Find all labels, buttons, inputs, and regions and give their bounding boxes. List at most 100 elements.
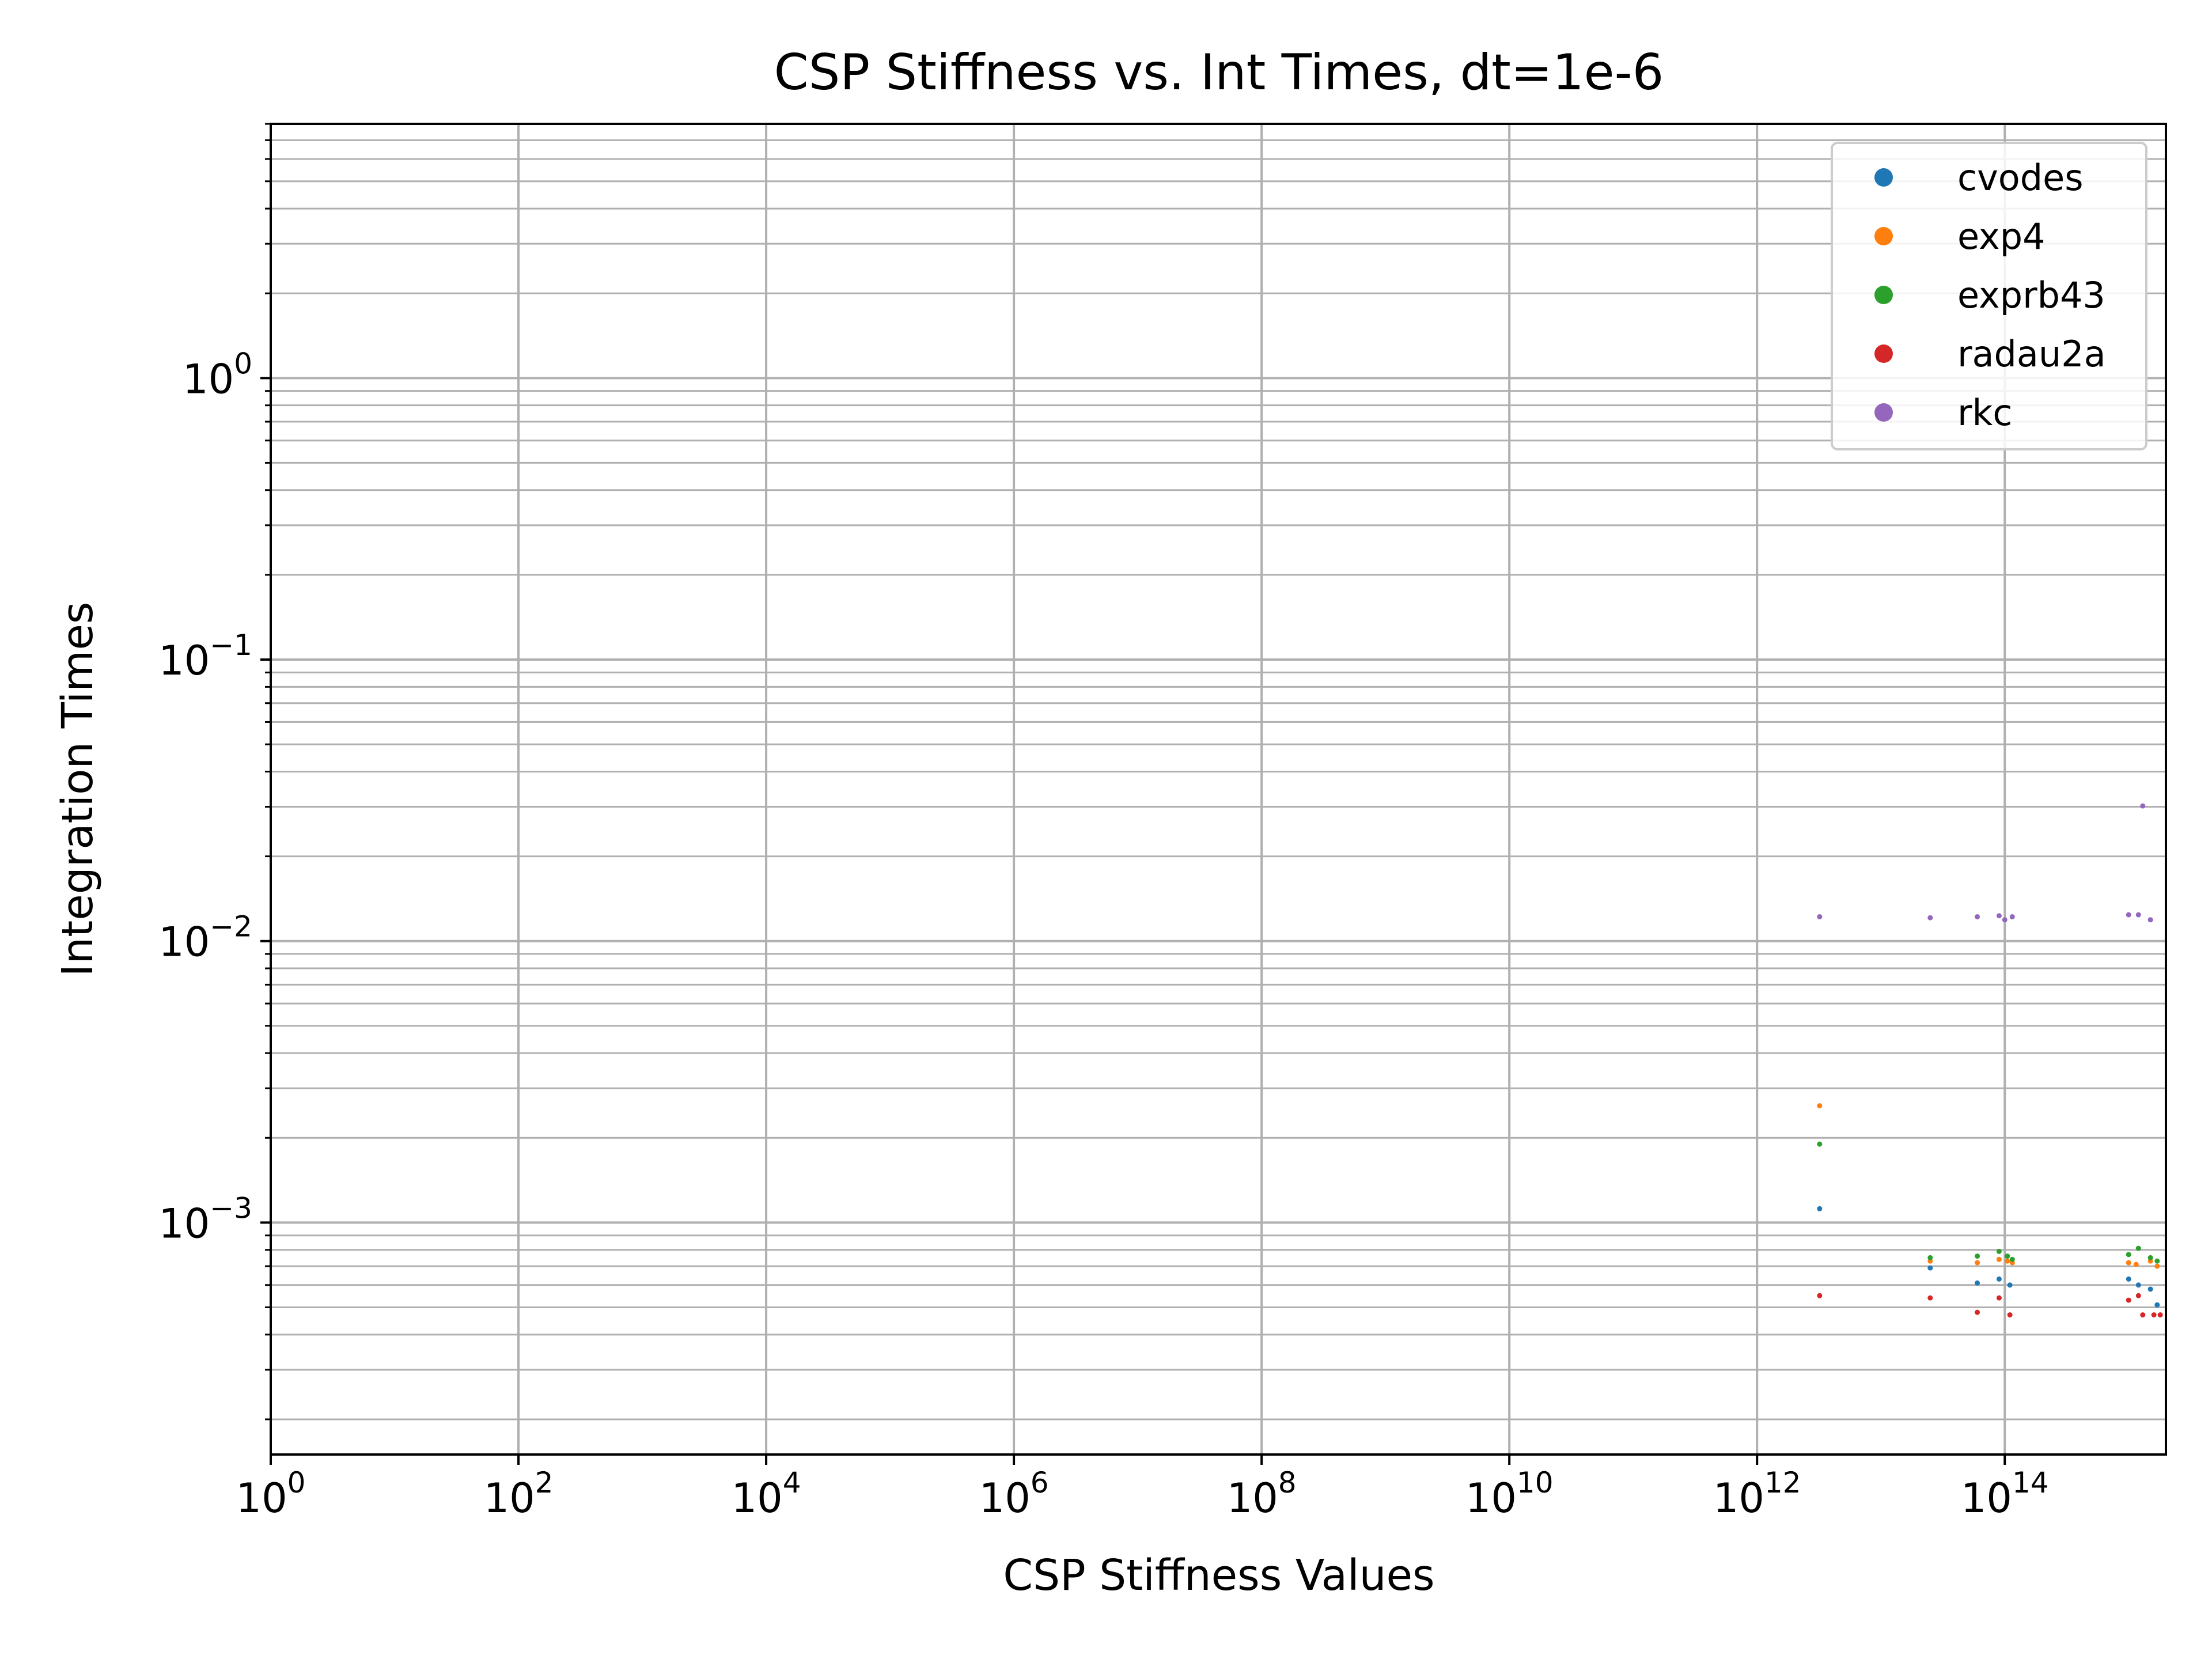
data-point-exprb43 [2009, 1256, 2015, 1262]
data-point-cvodes [2126, 1276, 2131, 1282]
y-tick-label-base: 10 [158, 637, 210, 684]
legend-marker-rkc [1874, 403, 1893, 422]
x-tick-label-exponent: 4 [783, 1466, 801, 1499]
series-rkc [1817, 803, 2153, 923]
data-point-rkc [2002, 917, 2008, 923]
data-point-radau2a [2140, 1312, 2146, 1318]
legend-marker-exprb43 [1874, 286, 1893, 304]
x-tick-label-base: 10 [1227, 1475, 1278, 1522]
x-tick-label-base: 10 [1465, 1475, 1517, 1522]
legend-label-exprb43: exprb43 [1957, 274, 2105, 316]
y-tick-label-exponent: −1 [210, 628, 252, 662]
legend-label-rkc: rkc [1957, 392, 2012, 434]
x-tick-label-exponent: 10 [1517, 1466, 1554, 1499]
data-point-exprb43 [1996, 1248, 2002, 1254]
legend: cvodes exp4 exprb43 radau2a rkc [1831, 142, 2147, 450]
x-tick-label: 100 [236, 1466, 306, 1522]
x-tick-label-exponent: 8 [1278, 1466, 1297, 1499]
data-point-exprb43 [1817, 1141, 1823, 1147]
x-axis-label: CSP Stiffness Values [1003, 1551, 1434, 1600]
data-point-radau2a [1975, 1309, 1980, 1315]
x-tick-label: 106 [979, 1466, 1049, 1522]
data-point-radau2a [1927, 1295, 1933, 1301]
y-tick-label-exponent: −3 [210, 1191, 252, 1225]
legend-marker-cvodes [1874, 168, 1893, 187]
x-tick-label-base: 10 [236, 1475, 287, 1522]
legend-entries: cvodes exp4 exprb43 radau2a rkc [1874, 157, 2106, 434]
data-points [1817, 803, 2163, 1318]
data-point-rkc [1927, 915, 1933, 921]
series-radau2a [1817, 1293, 2163, 1318]
series-exprb43 [1817, 1141, 2160, 1264]
legend-label-radau2a: radau2a [1957, 333, 2106, 375]
x-tick-label-base: 10 [732, 1475, 783, 1522]
legend-marker-exp4 [1874, 227, 1893, 245]
y-tick-label-exponent: 0 [234, 347, 252, 380]
x-tick-label-exponent: 2 [535, 1466, 554, 1499]
axis-ticks [260, 123, 2006, 1465]
data-point-rkc [2140, 803, 2146, 809]
data-point-rkc [1817, 914, 1823, 919]
legend-label-cvodes: cvodes [1957, 157, 2084, 199]
x-tick-label-exponent: 12 [1764, 1466, 1801, 1499]
data-point-exprb43 [1927, 1255, 1933, 1260]
x-tick-label-base: 10 [1961, 1475, 2012, 1522]
x-tick-label-exponent: 14 [2012, 1466, 2049, 1499]
data-point-exp4 [1996, 1256, 2002, 1262]
data-point-exp4 [2005, 1258, 2010, 1264]
data-point-radau2a [1996, 1295, 2002, 1301]
data-point-exprb43 [2135, 1245, 2141, 1251]
data-point-cvodes [1996, 1276, 2002, 1282]
data-point-exprb43 [2154, 1258, 2160, 1264]
x-tick-label: 102 [484, 1466, 554, 1522]
data-point-rkc [2147, 917, 2153, 923]
x-tick-label-base: 10 [1713, 1475, 1764, 1522]
legend-label-exp4: exp4 [1957, 215, 2046, 257]
data-point-radau2a [2151, 1312, 2157, 1318]
data-point-cvodes [2135, 1282, 2141, 1288]
data-point-radau2a [2126, 1297, 2131, 1303]
data-point-exprb43 [1975, 1253, 1980, 1259]
data-point-radau2a [2157, 1312, 2163, 1318]
data-point-exp4 [1975, 1260, 1980, 1266]
x-tick-label-base: 10 [979, 1475, 1031, 1522]
data-point-exprb43 [2147, 1255, 2153, 1260]
data-point-exp4 [2133, 1262, 2139, 1267]
data-point-exprb43 [2126, 1252, 2131, 1257]
data-point-cvodes [2007, 1282, 2013, 1288]
y-tick-label-base: 10 [158, 919, 210, 966]
data-point-radau2a [2007, 1312, 2013, 1318]
x-tick-label-exponent: 0 [287, 1466, 306, 1499]
x-tick-label: 1014 [1961, 1466, 2049, 1522]
data-point-rkc [2126, 912, 2131, 918]
y-tick-label-base: 10 [183, 355, 234, 403]
legend-box [1831, 142, 2147, 450]
x-tick-label-exponent: 6 [1031, 1466, 1049, 1499]
y-tick-label-base: 10 [158, 1200, 210, 1247]
plot-frame [270, 123, 2167, 1456]
data-point-rkc [1975, 914, 1980, 919]
series-cvodes [1817, 1206, 2160, 1308]
data-point-exp4 [2126, 1260, 2131, 1266]
x-tick-label: 108 [1227, 1466, 1297, 1522]
data-point-rkc [1996, 913, 2002, 919]
data-point-cvodes [1975, 1280, 1980, 1286]
y-tick-label-exponent: −2 [210, 910, 252, 944]
chart-title: CSP Stiffness vs. Int Times, dt=1e-6 [774, 44, 1664, 101]
legend-marker-radau2a [1874, 344, 1893, 363]
data-point-rkc [2135, 912, 2141, 918]
data-point-exp4 [1817, 1103, 1823, 1109]
data-point-rkc [2009, 914, 2015, 919]
y-tick-label: 10−3 [158, 1191, 252, 1247]
y-tick-label: 10−2 [158, 910, 252, 966]
data-point-cvodes [2147, 1286, 2153, 1292]
data-point-radau2a [1817, 1293, 1823, 1298]
x-tick-label: 1012 [1713, 1466, 1801, 1522]
data-point-exp4 [2154, 1263, 2160, 1269]
y-axis-label: Integration Times [53, 602, 103, 977]
data-point-cvodes [2154, 1302, 2160, 1308]
data-point-radau2a [2135, 1293, 2141, 1298]
x-tick-labels: 100 102 104 106 108 1010 1012 1014 [236, 1466, 2049, 1522]
